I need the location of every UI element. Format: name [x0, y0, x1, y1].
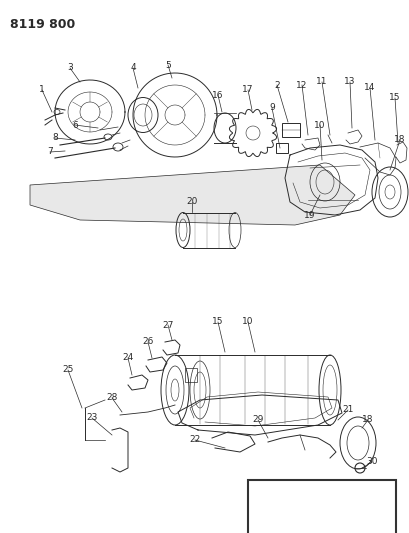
Text: 28: 28	[106, 393, 117, 402]
Polygon shape	[30, 165, 354, 225]
Text: 4: 4	[130, 63, 135, 72]
Text: 27: 27	[162, 320, 173, 329]
Text: 12: 12	[296, 80, 307, 90]
Text: 18: 18	[362, 416, 373, 424]
Text: 25: 25	[62, 366, 74, 375]
Text: 17: 17	[242, 85, 253, 94]
Text: 18: 18	[393, 135, 405, 144]
Text: 2: 2	[274, 80, 279, 90]
Text: 21: 21	[342, 406, 353, 415]
Text: 15: 15	[212, 318, 223, 327]
Text: 23: 23	[86, 414, 97, 423]
Bar	[184, 368, 196, 382]
Text: 1: 1	[39, 85, 45, 94]
Text: 5: 5	[165, 61, 171, 69]
Text: 19: 19	[303, 211, 315, 220]
Text: 6: 6	[72, 120, 78, 130]
Text: 10: 10	[313, 120, 325, 130]
Text: 11: 11	[315, 77, 327, 86]
Text: 9: 9	[268, 103, 274, 112]
Text: 30: 30	[365, 457, 377, 466]
Text: 8119 800: 8119 800	[10, 18, 75, 31]
Text: 20: 20	[186, 198, 197, 206]
Text: 13: 13	[344, 77, 355, 86]
Text: 8: 8	[52, 133, 58, 142]
Bar	[275, 143, 287, 153]
Text: 22: 22	[189, 435, 200, 445]
Text: 16: 16	[212, 91, 223, 100]
Text: 26: 26	[142, 337, 153, 346]
Bar	[247, 480, 395, 533]
Text: 3: 3	[67, 63, 73, 72]
Text: 15: 15	[388, 93, 400, 102]
Bar	[281, 123, 299, 137]
Text: 7: 7	[47, 148, 53, 157]
Text: 14: 14	[364, 84, 375, 93]
Text: 10: 10	[242, 318, 253, 327]
Text: 29: 29	[252, 416, 263, 424]
Text: 24: 24	[122, 353, 133, 362]
